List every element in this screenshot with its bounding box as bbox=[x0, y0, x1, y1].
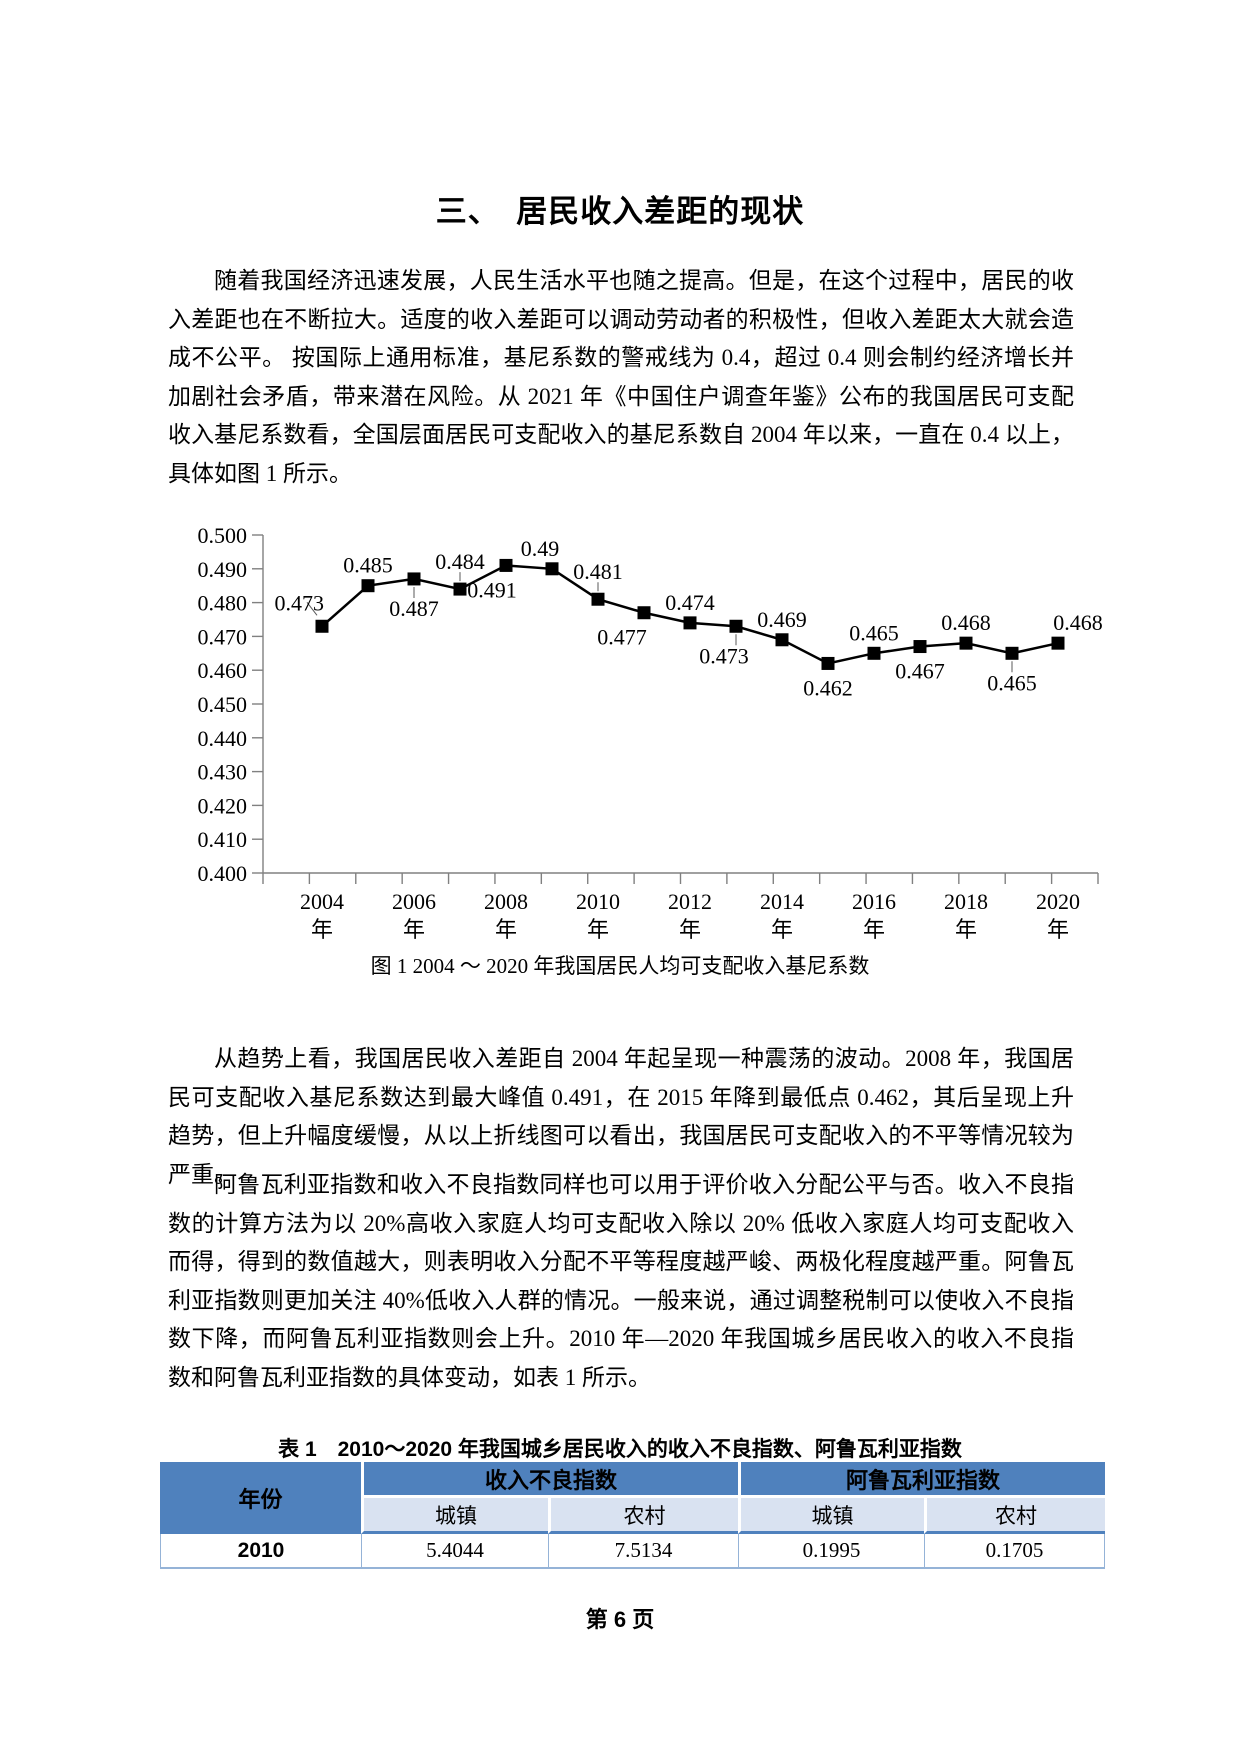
x-axis-tick-label-suffix: 年 bbox=[955, 917, 977, 942]
data-point-label: 0.468 bbox=[1053, 610, 1103, 635]
y-axis-tick-label: 0.480 bbox=[198, 591, 248, 616]
data-point-label: 0.465 bbox=[849, 620, 899, 645]
cell-year: 2010 bbox=[160, 1534, 361, 1569]
x-axis-tick-label-suffix: 年 bbox=[863, 917, 885, 942]
x-axis-tick-label-year: 2016 bbox=[852, 889, 896, 914]
x-axis-tick-label-suffix: 年 bbox=[771, 917, 793, 942]
subheader-rural-2: 农村 bbox=[924, 1498, 1106, 1534]
data-point-marker bbox=[545, 562, 559, 576]
data-point-label: 0.487 bbox=[389, 596, 439, 621]
x-axis-tick-label-year: 2010 bbox=[576, 889, 620, 914]
figure-caption: 图 1 2004 ～ 2020 年我国居民人均可支配收入基尼系数 bbox=[370, 954, 870, 978]
data-point-marker bbox=[775, 633, 789, 647]
data-point-label: 0.467 bbox=[895, 659, 945, 684]
cell-rural-badness: 7.5134 bbox=[548, 1534, 739, 1569]
y-axis-tick-label: 0.430 bbox=[198, 760, 248, 785]
data-label-leader bbox=[306, 601, 318, 616]
data-point-marker bbox=[637, 606, 651, 620]
header-year: 年份 bbox=[160, 1462, 361, 1534]
y-axis-tick-label: 0.500 bbox=[198, 523, 248, 548]
paragraph-trend: 从趋势上看，我国居民收入差距自 2004 年起呈现一种震荡的波动。2008 年，… bbox=[168, 1046, 1074, 1187]
data-point-label: 0.473 bbox=[699, 643, 749, 668]
y-axis-tick-label: 0.410 bbox=[198, 827, 248, 852]
data-point-label: 0.485 bbox=[343, 553, 393, 578]
y-axis-tick-label: 0.460 bbox=[198, 658, 248, 683]
data-point-label: 0.477 bbox=[597, 625, 647, 650]
indices-table: 年份 收入不良指数 阿鲁瓦利亚指数 城镇 农村 城镇 农村 2010 5.404… bbox=[160, 1462, 1106, 1569]
data-point-label: 0.473 bbox=[275, 590, 325, 615]
data-point-marker bbox=[315, 619, 329, 633]
y-axis-tick-label: 0.490 bbox=[198, 557, 248, 582]
data-point-marker bbox=[499, 558, 513, 572]
data-point-marker bbox=[453, 582, 467, 596]
x-axis-tick-label-year: 2008 bbox=[484, 889, 528, 914]
data-point-marker bbox=[867, 646, 881, 660]
data-point-marker bbox=[729, 619, 743, 633]
cell-urban-ahluwalia: 0.1995 bbox=[738, 1534, 925, 1569]
x-axis-tick-label-suffix: 年 bbox=[403, 917, 425, 942]
x-axis-tick-label-suffix: 年 bbox=[587, 917, 609, 942]
data-point-label: 0.469 bbox=[757, 607, 807, 632]
data-point-marker bbox=[1051, 636, 1065, 650]
table-caption: 表 1 2010～2020 年我国城乡居民收入的收入不良指数、阿鲁瓦利亚指数 bbox=[278, 1438, 962, 1461]
data-point-marker bbox=[683, 616, 697, 630]
subheader-rural-1: 农村 bbox=[548, 1498, 739, 1534]
x-axis-tick-label-suffix: 年 bbox=[679, 917, 701, 942]
x-axis-tick-label-year: 2012 bbox=[668, 889, 712, 914]
subheader-urban-1: 城镇 bbox=[361, 1498, 548, 1534]
x-axis-tick-label-suffix: 年 bbox=[311, 917, 333, 942]
subheader-urban-2: 城镇 bbox=[738, 1498, 925, 1534]
data-point-label: 0.481 bbox=[573, 559, 623, 584]
data-point-marker bbox=[591, 592, 605, 606]
data-point-label: 0.468 bbox=[941, 610, 991, 635]
y-axis-tick-label: 0.420 bbox=[198, 793, 248, 818]
data-point-label: 0.49 bbox=[521, 536, 560, 561]
page-title: 三、 居民收入差距的现状 bbox=[435, 194, 805, 229]
x-axis-tick-label-year: 2004 bbox=[300, 889, 344, 914]
cell-urban-badness: 5.4044 bbox=[361, 1534, 548, 1569]
y-axis-tick-label: 0.470 bbox=[198, 624, 248, 649]
x-axis-tick-label-suffix: 年 bbox=[495, 917, 517, 942]
y-axis-tick-label: 0.450 bbox=[198, 692, 248, 717]
data-point-label: 0.462 bbox=[803, 675, 853, 700]
data-point-marker bbox=[361, 579, 375, 593]
x-axis-tick-label-year: 2018 bbox=[944, 889, 988, 914]
paragraph-indices: 阿鲁瓦利亚指数和收入不良指数同样也可以用于评价收入分配公平与否。收入不良指数的计… bbox=[168, 1172, 1074, 1390]
paragraph-intro: 随着我国经济迅速发展，人民生活水平也随之提高。但是，在这个过程中，居民的收入差距… bbox=[168, 268, 1075, 486]
x-axis-tick-label-year: 2006 bbox=[392, 889, 436, 914]
data-point-label: 0.474 bbox=[665, 590, 715, 615]
data-point-label: 0.465 bbox=[987, 670, 1037, 695]
header-income-badness-index: 收入不良指数 bbox=[361, 1462, 739, 1498]
table-header-row-sub: 城镇 农村 城镇 农村 bbox=[160, 1498, 1106, 1534]
table-row-2010: 2010 5.4044 7.5134 0.1995 0.1705 bbox=[160, 1534, 1106, 1569]
y-axis-tick-label: 0.440 bbox=[198, 726, 248, 751]
x-axis-tick-label-year: 2014 bbox=[760, 889, 804, 914]
header-ahluwalia-index: 阿鲁瓦利亚指数 bbox=[738, 1462, 1106, 1498]
data-point-marker bbox=[407, 572, 421, 586]
data-point-marker bbox=[959, 636, 973, 650]
page-number: 第 6 页 bbox=[585, 1607, 655, 1632]
data-point-marker bbox=[913, 640, 927, 654]
x-axis-tick-label-year: 2020 bbox=[1036, 889, 1080, 914]
gini-line-chart: 0.400 0.410 0.420 0.430 0.440 0.450 0.460 0.470… bbox=[198, 523, 1103, 942]
data-point-label: 0.491 bbox=[467, 577, 517, 602]
data-point-label: 0.484 bbox=[435, 549, 485, 574]
cell-rural-ahluwalia: 0.1705 bbox=[924, 1534, 1106, 1569]
y-axis-tick-label: 0.400 bbox=[198, 861, 248, 886]
table-header-row-groups: 年份 收入不良指数 阿鲁瓦利亚指数 bbox=[160, 1462, 1106, 1534]
x-axis-tick-label-suffix: 年 bbox=[1047, 917, 1069, 942]
data-point-marker bbox=[1005, 646, 1019, 660]
data-point-marker bbox=[821, 656, 835, 670]
